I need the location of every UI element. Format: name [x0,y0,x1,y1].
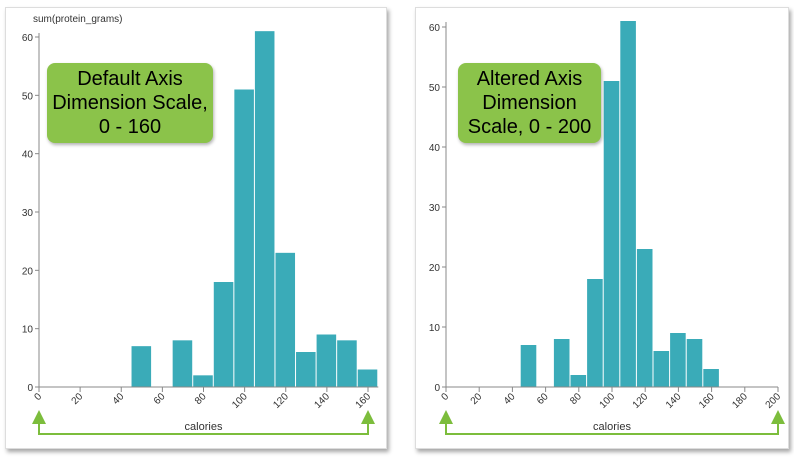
x-tick-label: 60 [152,391,168,407]
x-tick-label: 20 [70,391,86,407]
arrow-up-icon [361,410,375,424]
histogram-bar [357,369,378,387]
x-tick-label: 80 [193,391,209,407]
x-tick-label: 0 [439,391,451,403]
histogram-bar [337,340,357,387]
histogram-bar [520,345,537,387]
histogram-bar [603,81,620,387]
y-tick-label: 40 [22,150,34,161]
histogram-bar [653,351,670,387]
x-tick-label: 160 [697,391,717,411]
annotation-altered: Altered Axis Dimension Scale, 0 - 200 [458,63,601,143]
y-tick-label: 40 [429,143,441,154]
y-tick-label: 50 [429,83,441,94]
x-tick-label: 200 [764,391,784,411]
arrow-up-icon [771,410,785,424]
x-tick-label: 140 [664,391,684,411]
x-tick-label: 80 [568,391,584,407]
histogram-bar [213,282,234,387]
x-tick-label: 180 [730,391,750,411]
range-bracket [445,424,779,435]
histogram-bar [553,339,570,387]
y-tick-label: 10 [429,323,441,334]
y-tick-label: 30 [22,208,34,219]
histogram-bar [254,31,275,388]
histogram-bar [172,340,193,387]
arrow-up-icon [32,410,46,424]
y-tick-label: 30 [429,203,441,214]
histogram-bar [296,352,316,387]
y-tick-label: 60 [429,23,441,34]
x-tick-label: 20 [469,391,485,407]
x-tick-label: 40 [502,391,518,407]
histogram-bar [316,334,337,387]
histogram-bar [703,369,719,387]
y-tick-label: 50 [22,91,34,102]
x-tick-label: 60 [535,391,551,407]
histogram-bar [670,333,686,387]
x-tick-label: 0 [32,391,44,403]
y-tick-label: 20 [429,263,441,274]
histogram-bar [587,279,603,387]
x-tick-label: 100 [598,391,618,411]
y-tick-label: 60 [22,33,34,44]
x-tick-label: 120 [271,391,291,411]
histogram-bar [234,89,254,387]
histogram-bar [570,375,587,387]
x-tick-label: 100 [230,391,250,411]
x-axis-title: calories [185,421,223,433]
x-tick-label: 140 [312,391,332,411]
y-tick-label: 0 [434,383,440,394]
histogram-bar [131,346,152,387]
x-axis-title: calories [593,421,631,433]
x-tick-label: 160 [354,391,374,411]
histogram-bar [686,339,703,387]
x-tick-label: 120 [631,391,651,411]
y-axis-title: sum(protein_grams) [33,14,122,25]
histogram-bar [636,249,653,387]
range-bracket [38,424,369,435]
histogram-bar [620,21,636,387]
arrow-up-icon [439,410,453,424]
x-tick-label: 40 [111,391,127,407]
y-tick-label: 10 [22,325,34,336]
histogram-bar [275,252,296,387]
histogram-bar [193,375,213,387]
annotation-default: Default Axis Dimension Scale, 0 - 160 [47,63,213,143]
y-tick-label: 0 [27,383,33,394]
y-tick-label: 20 [22,266,34,277]
